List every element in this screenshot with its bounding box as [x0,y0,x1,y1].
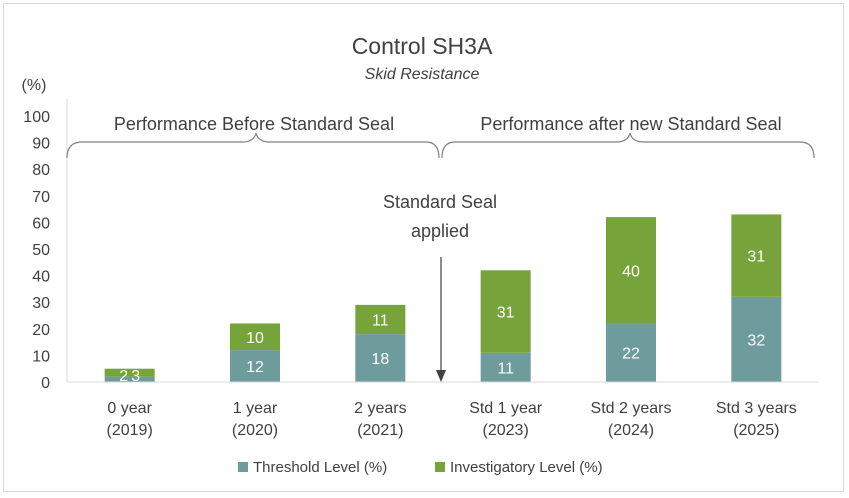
bar-segment [230,323,280,351]
data-label: 10 [246,330,264,347]
x-tick-label: 2 years (2021) [354,400,406,439]
bar-segment [606,323,656,382]
y-tick-label: 60 [32,215,50,232]
data-label: 22 [622,346,640,363]
bracket-after [441,132,815,159]
data-label: 32 [747,332,765,349]
legend-swatch-threshold [238,462,248,472]
chart-title: Control SH3A [352,33,493,59]
annotation-marker-line2: applied [411,221,469,241]
legend-label-investigatory: Investigatory Level (%) [450,459,603,476]
y-tick-label: 100 [23,109,50,126]
y-tick-label: 70 [32,189,50,206]
x-tick-label: 0 year (2019) [107,400,153,439]
data-label: 11 [497,360,514,377]
bar-segment [480,352,531,382]
bar-segment [606,217,656,324]
data-label: 3 [131,368,140,385]
annotation-after-label: Performance after new Standard Seal [480,114,781,134]
bar-segment [355,304,406,335]
x-tick-label: Std 1 year (2023) [469,400,543,439]
y-tick-label: 30 [32,295,50,312]
data-label: 40 [622,263,640,280]
bar-segment [480,270,531,353]
data-label: 31 [747,249,765,266]
bar-segment [104,376,155,382]
annotation-marker-line1: Standard Seal [383,192,497,212]
x-tick-label: Std 3 years (2025) [716,400,797,439]
chart-svg: Control SH3A Skid Resistance (%) 0102030… [22,33,819,476]
y-tick-label: 0 [41,375,50,392]
legend-swatch-investigatory [435,462,445,472]
legend: Threshold Level (%) Investigatory Level … [238,459,603,476]
bar-segment [731,214,782,297]
chart-frame: Control SH3A Skid Resistance (%) 0 10 20 30… [3,3,844,492]
y-tick-label: 50 [32,242,50,259]
annotation-before-label: Performance Before Standard Seal [114,114,394,134]
y-tick-label: 80 [32,162,50,179]
data-label: 12 [246,359,264,376]
bar-segment [731,296,782,382]
y-tick-label: 20 [32,322,50,339]
y-axis-unit: (%) [22,77,47,94]
data-label: 31 [497,305,515,322]
x-tick-label: 1 year (2020) [232,400,278,439]
bracket-before [66,132,440,159]
bar-segment [230,350,280,382]
marker-arrow-head [436,370,446,382]
bar-segment [104,368,155,377]
y-tick-label: 90 [32,136,50,153]
data-label: 18 [371,351,389,368]
y-tick-label: 40 [32,269,50,286]
y-tick-label: 10 [32,348,50,365]
x-tick-label: Std 2 years (2024) [591,400,672,439]
data-label: 11 [372,312,389,329]
chart-subtitle: Skid Resistance [365,66,480,83]
data-label: 2 [119,368,128,385]
legend-label-threshold: Threshold Level (%) [253,459,387,476]
bar-segment [355,334,406,382]
